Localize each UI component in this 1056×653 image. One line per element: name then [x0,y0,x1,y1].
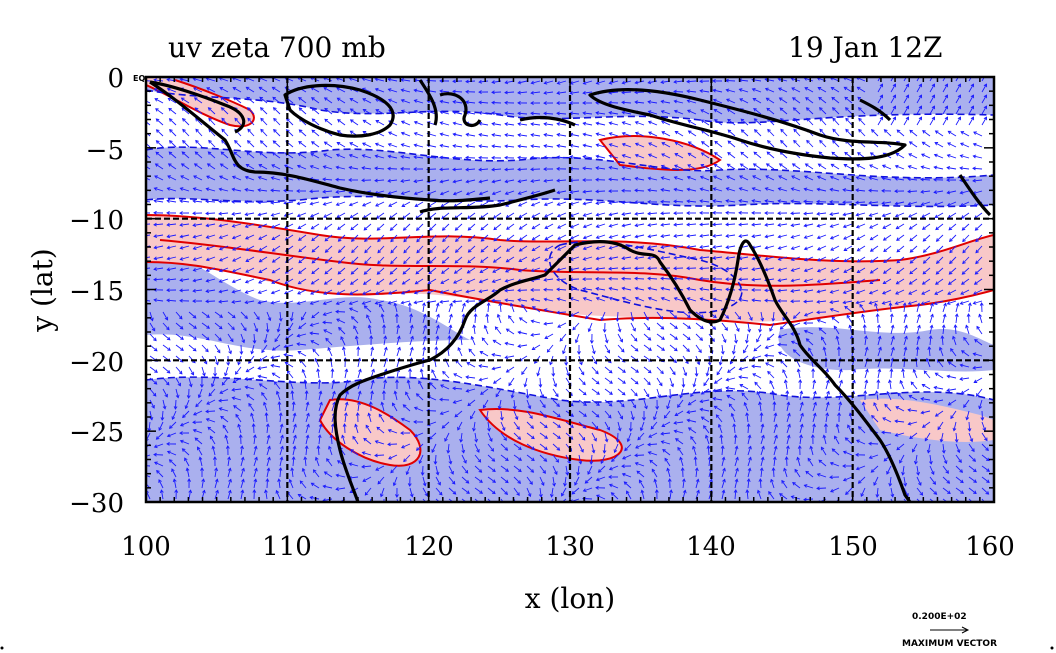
max-vector-legend: 0.200E+02 MAXIMUM VECTOR [902,612,997,649]
x-tick-label: 150 [828,532,878,562]
y-tick-label: −15 [69,277,124,307]
x-tick-label: 110 [262,532,312,562]
title-right: 19 Jan 12Z [788,31,942,64]
equator-label: EQ [133,74,145,83]
y-tick-labels: 0 −5 −10 −15 −20 −25 −30 [69,64,124,519]
y-tick-label: 0 [107,64,124,94]
y-axis-label: y (lat) [26,248,59,332]
coastlines [149,79,992,502]
plot-area [146,77,994,502]
y-tick-label: −20 [69,348,124,378]
x-tick-label: 100 [121,532,171,562]
x-axis-label: x (lon) [525,582,615,615]
y-tick-label: −25 [69,418,124,448]
y-tick-label: −30 [69,489,124,519]
x-tick-label: 160 [965,532,1015,562]
title-left: uv zeta 700 mb [168,31,386,64]
axis-ticks [145,76,995,503]
grid-lines [146,77,994,502]
x-tick-label: 140 [686,532,736,562]
y-tick-label: −10 [69,206,124,236]
x-tick-label: 130 [545,532,595,562]
max-vector-label: MAXIMUM VECTOR [902,639,997,649]
corner-dot [1050,646,1054,650]
x-tick-label: 120 [404,532,454,562]
y-tick-label: −5 [86,136,124,166]
max-vector-arrowhead [961,626,970,634]
corner-dot [0,646,4,650]
x-tick-labels: 100 110 120 130 140 150 160 [121,532,1015,562]
max-vector-value: 0.200E+02 [912,612,967,622]
